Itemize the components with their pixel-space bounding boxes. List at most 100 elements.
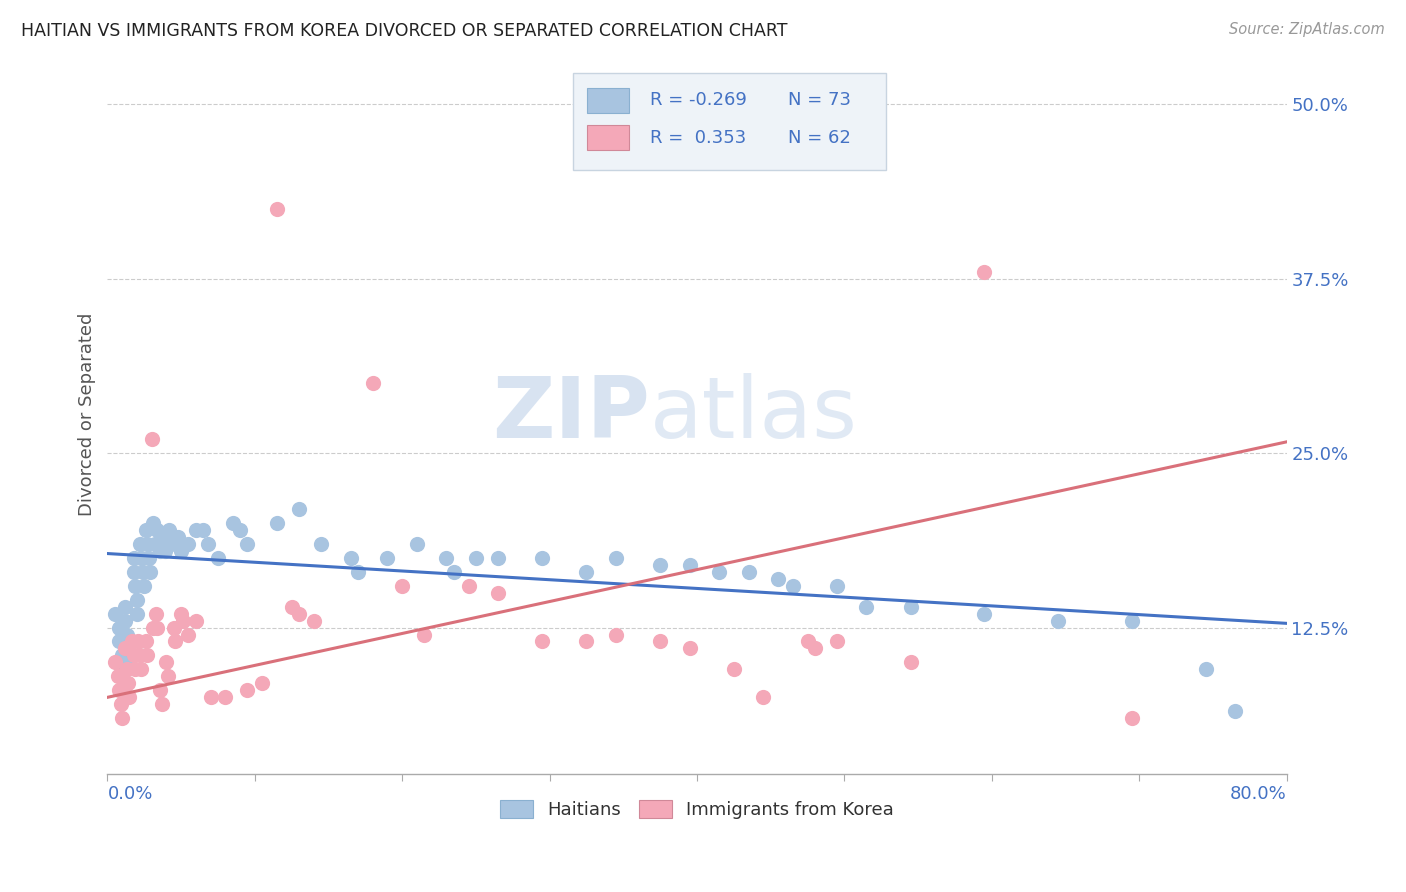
- Point: [167, 530, 190, 544]
- Point: [782, 579, 804, 593]
- Point: [132, 565, 155, 579]
- Point: [377, 550, 399, 565]
- Point: [149, 543, 172, 558]
- Point: [170, 607, 193, 621]
- Point: [153, 543, 176, 558]
- Point: [115, 627, 138, 641]
- Point: [796, 634, 818, 648]
- Point: [434, 550, 457, 565]
- Point: [1121, 614, 1143, 628]
- Point: [900, 599, 922, 614]
- Point: [125, 607, 148, 621]
- Point: [172, 614, 194, 628]
- Point: [413, 627, 436, 641]
- Point: [707, 565, 730, 579]
- Point: [1121, 711, 1143, 725]
- Point: [804, 641, 827, 656]
- Point: [142, 621, 165, 635]
- Point: [107, 669, 129, 683]
- Point: [973, 264, 995, 278]
- Point: [766, 572, 789, 586]
- Point: [122, 565, 145, 579]
- Point: [266, 202, 288, 216]
- Point: [124, 579, 146, 593]
- Point: [531, 634, 554, 648]
- Point: [141, 432, 163, 446]
- Point: [143, 537, 166, 551]
- Point: [157, 523, 180, 537]
- Point: [193, 523, 215, 537]
- Text: atlas: atlas: [650, 373, 858, 456]
- Point: [678, 558, 700, 572]
- Text: Source: ZipAtlas.com: Source: ZipAtlas.com: [1229, 22, 1385, 37]
- Point: [108, 621, 131, 635]
- Point: [443, 565, 465, 579]
- Point: [117, 656, 139, 670]
- Point: [129, 662, 152, 676]
- Text: N = 62: N = 62: [787, 128, 851, 147]
- Point: [145, 607, 167, 621]
- Point: [117, 641, 139, 656]
- Point: [236, 537, 259, 551]
- Point: [184, 614, 207, 628]
- Point: [110, 698, 132, 712]
- Point: [347, 565, 370, 579]
- Point: [104, 607, 127, 621]
- Point: [139, 565, 162, 579]
- Point: [229, 523, 252, 537]
- Point: [1194, 662, 1216, 676]
- Point: [900, 656, 922, 670]
- Point: [309, 537, 332, 551]
- Point: [111, 662, 134, 676]
- Point: [138, 550, 160, 565]
- Text: N = 73: N = 73: [787, 92, 851, 110]
- Text: ZIP: ZIP: [492, 373, 650, 456]
- Y-axis label: Divorced or Separated: Divorced or Separated: [79, 313, 96, 516]
- Point: [361, 376, 384, 391]
- Point: [136, 537, 159, 551]
- Point: [135, 634, 157, 648]
- Point: [406, 537, 429, 551]
- Point: [250, 676, 273, 690]
- Point: [737, 565, 759, 579]
- Point: [486, 550, 509, 565]
- Text: R = -0.269: R = -0.269: [650, 92, 747, 110]
- Point: [177, 537, 200, 551]
- Point: [214, 690, 236, 705]
- Point: [165, 634, 187, 648]
- Point: [108, 683, 131, 698]
- Point: [146, 523, 169, 537]
- Point: [650, 558, 672, 572]
- Point: [146, 621, 169, 635]
- Point: [280, 599, 302, 614]
- Point: [464, 550, 486, 565]
- Point: [125, 592, 148, 607]
- Point: [575, 565, 598, 579]
- Point: [124, 662, 146, 676]
- Point: [111, 711, 134, 725]
- Point: [163, 621, 186, 635]
- Point: [200, 690, 222, 705]
- FancyBboxPatch shape: [588, 87, 628, 113]
- Point: [288, 501, 311, 516]
- Point: [825, 634, 848, 648]
- Point: [266, 516, 288, 530]
- Point: [855, 599, 877, 614]
- Text: 80.0%: 80.0%: [1230, 785, 1286, 804]
- Point: [122, 648, 145, 663]
- Point: [391, 579, 413, 593]
- Point: [486, 585, 509, 599]
- Point: [129, 550, 152, 565]
- Point: [159, 537, 181, 551]
- Point: [236, 683, 259, 698]
- Point: [752, 690, 775, 705]
- Point: [118, 690, 141, 705]
- Point: [170, 543, 193, 558]
- Point: [117, 676, 139, 690]
- Point: [115, 662, 138, 676]
- Point: [302, 614, 325, 628]
- Point: [155, 656, 177, 670]
- Point: [135, 523, 157, 537]
- Point: [339, 550, 361, 565]
- Point: [121, 634, 143, 648]
